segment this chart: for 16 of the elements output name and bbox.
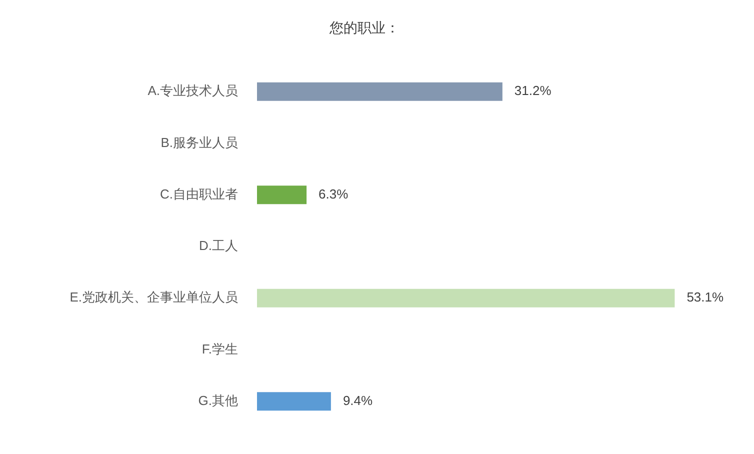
bar: [257, 186, 307, 204]
y-tick-label: E.党政机关、企事业单位人员: [70, 290, 238, 305]
data-label: 6.3%: [318, 186, 349, 202]
bar: [257, 288, 675, 308]
data-label: 53.1%: [686, 290, 724, 305]
y-tick-label: D.工人: [199, 238, 238, 254]
y-tick-label: A.专业技术人员: [148, 83, 238, 98]
chart-title: 您的职业：: [328, 19, 400, 36]
y-tick-label: G.其他: [198, 392, 238, 408]
data-label: 31.2%: [514, 83, 552, 98]
y-tick-label: C.自由职业者: [160, 186, 238, 202]
bar: [257, 82, 502, 101]
y-tick-label: F.学生: [202, 341, 238, 356]
data-label: 9.4%: [342, 392, 374, 408]
bar: [257, 392, 331, 411]
y-tick-label: B.服务业人员: [160, 134, 238, 150]
